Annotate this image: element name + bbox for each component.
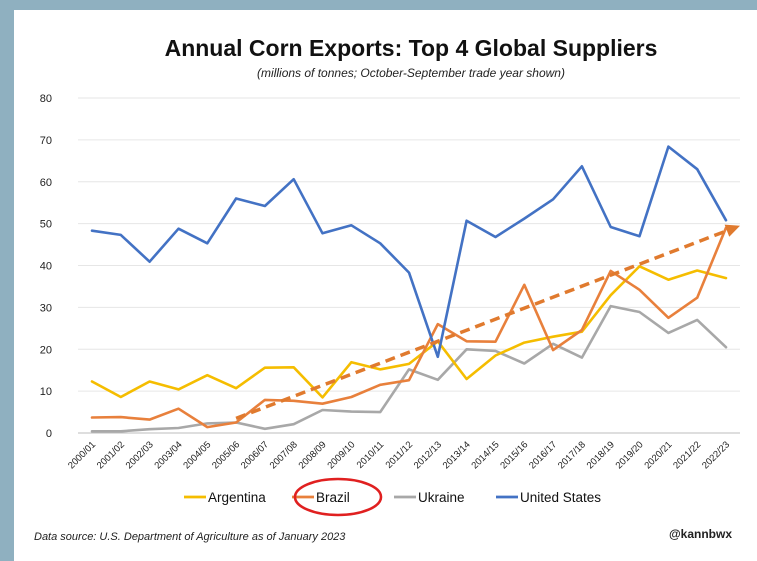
x-tick-label-2015-16: 2015/16 — [498, 439, 530, 471]
x-tick-label-2004-05: 2004/05 — [181, 439, 213, 471]
x-tick-label-2019-20: 2019/20 — [614, 439, 646, 471]
trend-arrow-head — [724, 224, 740, 237]
x-tick-label-2018-19: 2018/19 — [585, 439, 617, 471]
y-tick-label-10: 10 — [40, 386, 52, 398]
trend-arrow — [235, 224, 740, 420]
y-tick-label-80: 80 — [40, 93, 52, 105]
x-tick-label-2014-15: 2014/15 — [470, 439, 502, 471]
y-tick-label-20: 20 — [40, 344, 52, 356]
y-tick-label-70: 70 — [40, 135, 52, 147]
trend-arrow-shaft — [235, 229, 728, 420]
y-tick-label-50: 50 — [40, 219, 52, 231]
chart-card: Annual Corn Exports: Top 4 Global Suppli… — [14, 10, 757, 561]
y-tick-label-0: 0 — [46, 428, 52, 440]
y-tick-label-60: 60 — [40, 177, 52, 189]
x-tick-label-2000-01: 2000/01 — [66, 439, 98, 471]
legend-label-united-states: United States — [520, 490, 601, 505]
legend-label-ukraine: Ukraine — [418, 490, 465, 505]
legend-label-brazil: Brazil — [316, 490, 350, 505]
y-tick-label-40: 40 — [40, 261, 52, 273]
x-tick-label-2021-22: 2021/22 — [671, 439, 703, 471]
x-tick-label-2001-02: 2001/02 — [95, 439, 127, 471]
author-handle: @kannbwx — [669, 527, 732, 541]
x-tick-label-2002-03: 2002/03 — [124, 439, 156, 471]
x-axis-ticks: 2000/012001/022002/032003/042004/052005/… — [66, 439, 732, 471]
legend-label-argentina: Argentina — [208, 490, 266, 505]
gridlines — [78, 97, 740, 434]
x-tick-label-2007-08: 2007/08 — [268, 439, 300, 471]
y-axis-ticks: 0 10 20 30 40 50 60 70 80 — [40, 93, 52, 440]
x-tick-label-2003-04: 2003/04 — [153, 439, 185, 471]
series-line-ukraine — [90, 304, 728, 433]
chart-subtitle: (millions of tonnes; October-September t… — [257, 66, 565, 80]
x-tick-label-2009-10: 2009/10 — [325, 439, 357, 471]
x-tick-label-2017-18: 2017/18 — [556, 439, 588, 471]
legend: Argentina Brazil Ukraine United States — [184, 477, 601, 517]
series-line-argentina — [90, 264, 728, 399]
x-tick-label-2006-07: 2006/07 — [239, 439, 271, 471]
x-tick-label-2008-09: 2008/09 — [297, 439, 329, 471]
x-tick-label-2011-12: 2011/12 — [384, 439, 416, 471]
x-tick-label-2012-13: 2012/13 — [412, 439, 444, 471]
series-line-brazil — [90, 226, 728, 429]
chart: Annual Corn Exports: Top 4 Global Suppli… — [34, 35, 740, 543]
chart-title: Annual Corn Exports: Top 4 Global Suppli… — [165, 35, 658, 61]
x-tick-label-2022-23: 2022/23 — [700, 439, 732, 471]
x-tick-label-2020-21: 2020/21 — [642, 439, 674, 471]
series-lines — [90, 145, 728, 433]
y-tick-label-30: 30 — [40, 302, 52, 314]
x-tick-label-2013-14: 2013/14 — [441, 439, 473, 471]
series-line-united-states — [90, 145, 728, 359]
legend-highlight-circle — [293, 477, 383, 517]
x-tick-label-2005-06: 2005/06 — [210, 439, 242, 471]
x-tick-label-2016-17: 2016/17 — [527, 439, 559, 471]
data-source: Data source: U.S. Department of Agricult… — [34, 531, 346, 543]
x-tick-label-2010-11: 2010/11 — [355, 439, 387, 471]
